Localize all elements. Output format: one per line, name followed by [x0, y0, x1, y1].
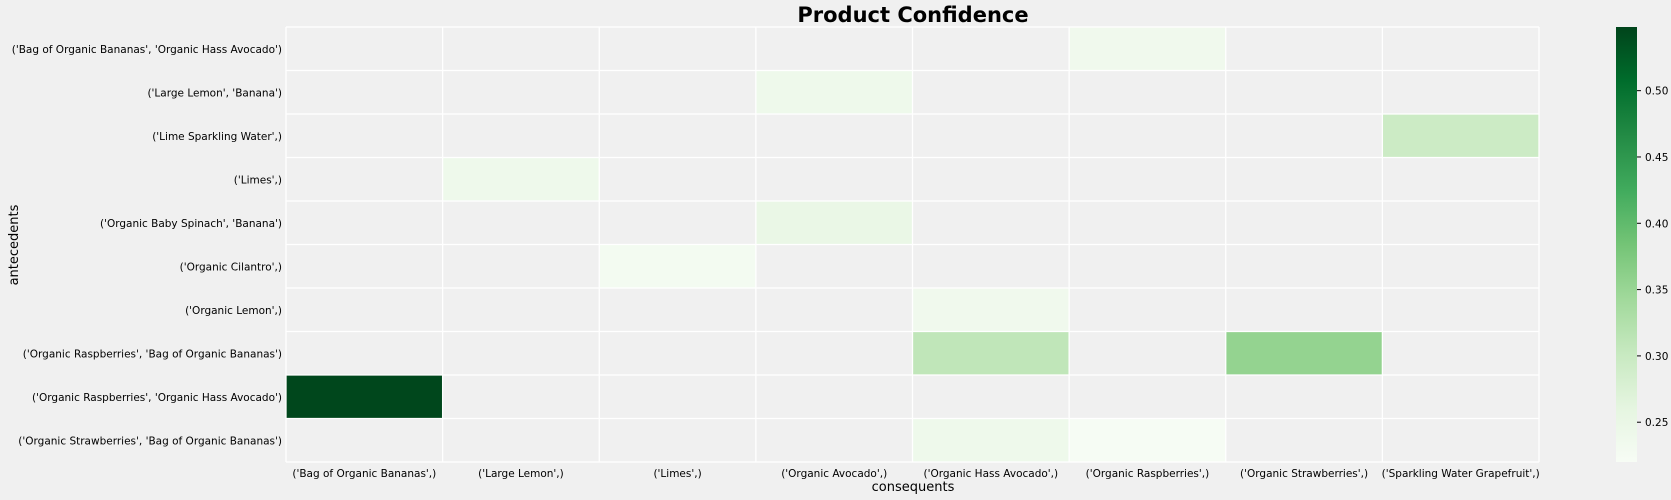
- colorbar-ticks: 0.25 0.30 0.35 0.40 0.45 0.50: [1637, 86, 1668, 429]
- x-tick-label: ('Organic Hass Avocado',): [924, 468, 1059, 480]
- y-tick-label: ('Organic Lemon',): [185, 305, 282, 317]
- y-tick-label: ('Organic Raspberries', 'Organic Hass Av…: [32, 392, 282, 404]
- heatmap-cell: [1069, 418, 1226, 462]
- x-tick-label: ('Limes',): [653, 468, 701, 480]
- y-tick-label: ('Limes',): [234, 174, 282, 186]
- heatmap-cell: [442, 157, 600, 201]
- colorbar-gradient: [1616, 27, 1637, 462]
- x-tick-label: ('Organic Avocado',): [781, 468, 887, 480]
- x-axis-label: consequents: [872, 480, 955, 495]
- y-tick-label: ('Lime Sparkling Water',): [152, 131, 282, 143]
- x-tick-labels: ('Bag of Organic Bananas',) ('Large Lemon…: [292, 468, 1539, 480]
- heatmap-cell: [599, 244, 756, 288]
- x-tick-label: ('Organic Raspberries',): [1086, 468, 1210, 480]
- y-tick-label: ('Organic Strawberries', 'Bag of Organic…: [18, 435, 282, 447]
- y-tick-label: ('Organic Raspberries', 'Bag of Organic …: [23, 348, 282, 360]
- heatmap-cell: [1069, 27, 1226, 71]
- heatmap-cell: [912, 418, 1070, 462]
- heatmap-cell: [1225, 331, 1383, 375]
- colorbar-tick-label: 0.45: [1645, 152, 1668, 164]
- y-tick-label: ('Organic Baby Spinach', 'Banana'): [100, 218, 282, 230]
- chart-title: Product Confidence: [797, 3, 1028, 27]
- x-tick-label: ('Large Lemon',): [478, 468, 564, 480]
- colorbar-tick-label: 0.40: [1645, 218, 1668, 230]
- y-tick-label: ('Bag of Organic Bananas', 'Organic Hass…: [12, 44, 282, 56]
- y-axis-label: antecedents: [7, 204, 22, 285]
- colorbar-tick-label: 0.35: [1645, 285, 1668, 297]
- x-tick-label: ('Organic Strawberries',): [1240, 468, 1368, 480]
- x-tick-label: ('Sparkling Water Grapefruit',): [1382, 468, 1540, 480]
- heatmap-cell: [912, 331, 1070, 375]
- colorbar-tick-label: 0.30: [1645, 351, 1668, 363]
- colorbar-tick-label: 0.25: [1645, 417, 1668, 429]
- heatmap-cell: [912, 288, 1070, 332]
- colorbar: 0.25 0.30 0.35 0.40 0.45 0.50: [1616, 27, 1668, 462]
- y-tick-labels: ('Bag of Organic Bananas', 'Organic Hass…: [12, 44, 282, 448]
- y-tick-label: ('Large Lemon', 'Banana'): [147, 87, 282, 99]
- heatmap-grid: [285, 26, 1540, 463]
- heatmap-cell: [755, 70, 913, 114]
- heatmap-cell: [1382, 114, 1539, 158]
- heatmap-cell: [755, 201, 913, 245]
- y-tick-label: ('Organic Cilantro',): [180, 261, 282, 273]
- x-tick-label: ('Bag of Organic Bananas',): [292, 468, 436, 480]
- colorbar-tick-label: 0.50: [1645, 86, 1668, 98]
- heatmap-cell: [286, 375, 443, 419]
